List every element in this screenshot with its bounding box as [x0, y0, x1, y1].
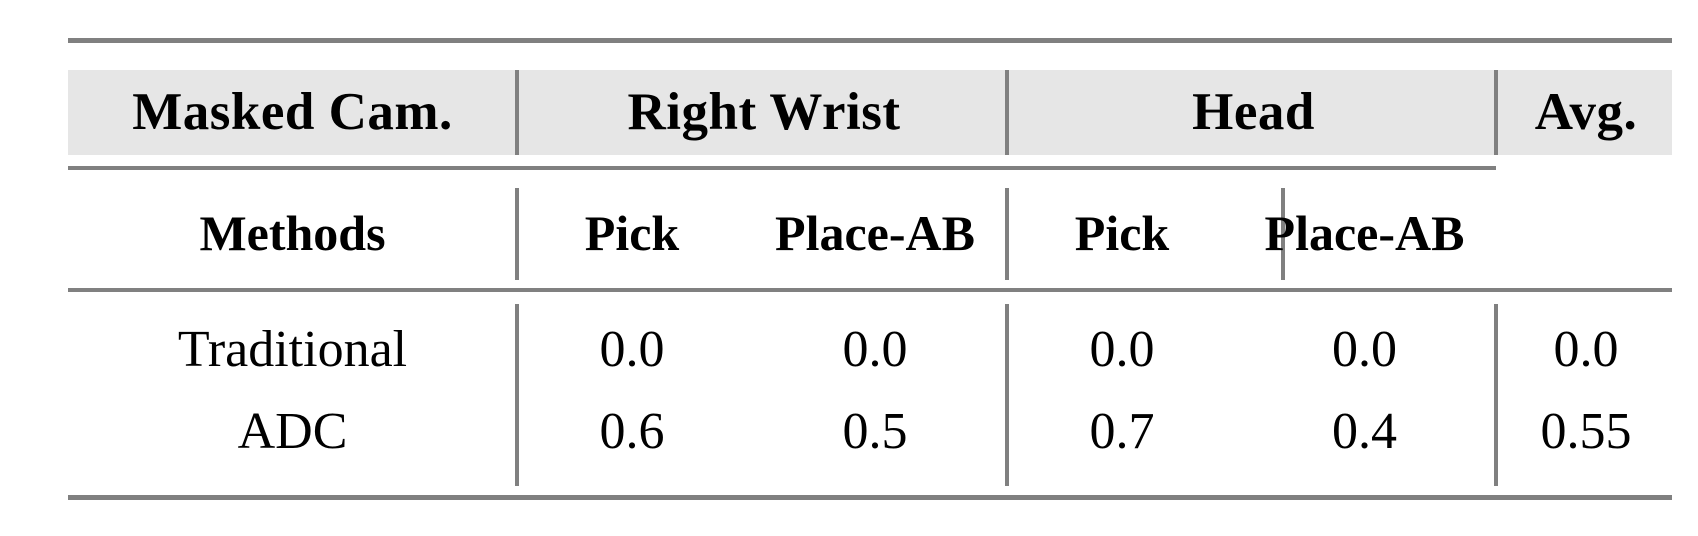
- sub-header-wrist-pick: Pick: [584, 205, 680, 261]
- sub-header-head-place-ab: Place-AB: [1264, 205, 1465, 261]
- table-top-rule: [68, 38, 1672, 43]
- group-header-rule: [68, 166, 1496, 170]
- table-row: Traditional: [177, 321, 408, 378]
- cell-head-pick: 0.7: [1089, 403, 1155, 460]
- cell-wrist-place-ab: 0.0: [842, 321, 908, 378]
- table-row: ADC: [237, 403, 348, 460]
- group-header-divider-1: [515, 70, 519, 155]
- header-body-rule: [68, 288, 1672, 292]
- body-divider-2: [1005, 304, 1009, 486]
- sub-header-methods: Methods: [199, 205, 386, 261]
- group-header-divider-3: [1494, 70, 1498, 155]
- group-header-masked-cam: Masked Cam.: [132, 83, 453, 141]
- group-header-band: [68, 70, 1672, 155]
- body-divider-1: [515, 304, 519, 486]
- group-header-divider-2: [1005, 70, 1009, 155]
- sub-header-wrist-place-ab: Place-AB: [775, 205, 975, 261]
- body-divider-3: [1494, 304, 1498, 486]
- cell-wrist-pick: 0.0: [599, 321, 665, 378]
- sub-header-head-pick: Pick: [1074, 205, 1170, 261]
- table-bottom-rule: [68, 495, 1672, 500]
- group-header-head: Head: [1192, 83, 1315, 141]
- sub-header-divider-1: [515, 188, 519, 280]
- cell-wrist-place-ab: 0.5: [842, 403, 908, 460]
- cell-wrist-pick: 0.6: [599, 403, 665, 460]
- group-header-avg: Avg.: [1534, 83, 1638, 141]
- cell-head-pick: 0.0: [1089, 321, 1155, 378]
- sub-header-divider-3: [1281, 188, 1285, 280]
- sub-header-divider-2: [1005, 188, 1009, 280]
- cell-head-place-ab: 0.4: [1332, 403, 1397, 460]
- cell-head-place-ab: 0.0: [1332, 321, 1397, 378]
- cell-avg: 0.0: [1553, 321, 1619, 378]
- group-header-right-wrist: Right Wrist: [627, 83, 901, 141]
- cell-avg: 0.55: [1540, 403, 1632, 460]
